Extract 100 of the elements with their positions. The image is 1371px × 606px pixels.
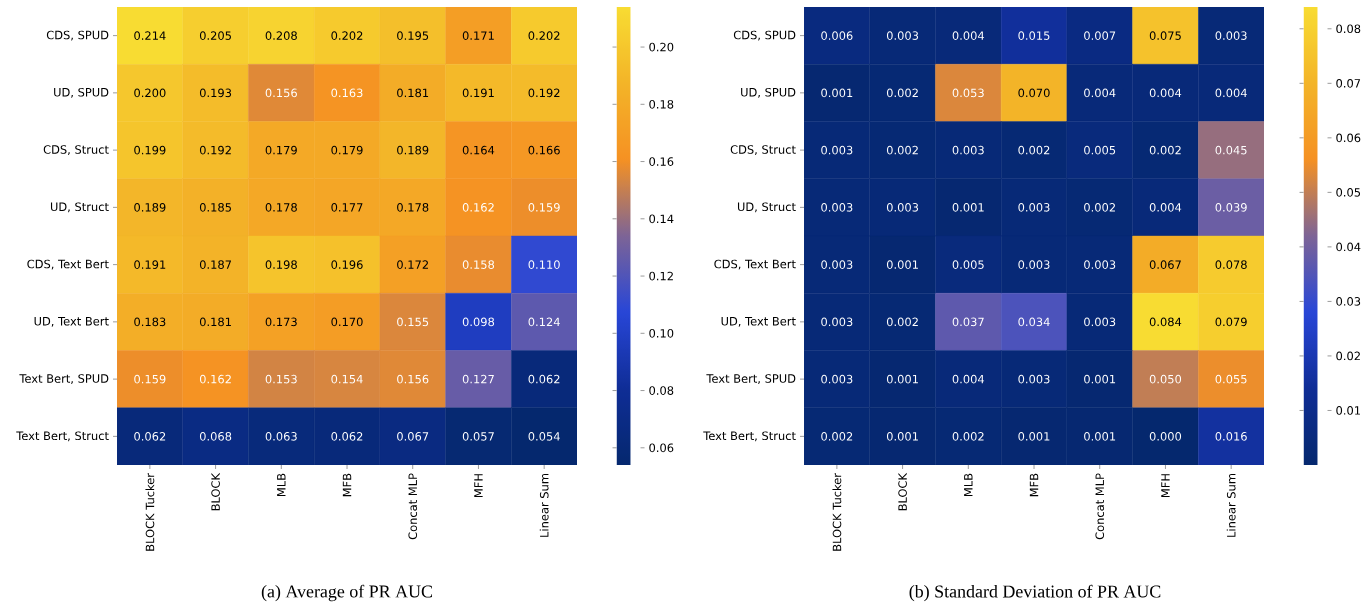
data-label: 0.172 xyxy=(397,260,428,269)
data-label: 0.002 xyxy=(821,432,853,441)
data-label: 0.067 xyxy=(1149,260,1181,269)
data-label: 0.039 xyxy=(1215,203,1247,212)
data-label: 0.055 xyxy=(1215,374,1247,384)
data-label: 0.016 xyxy=(1215,432,1247,441)
data-label: 0.003 xyxy=(886,203,919,212)
data-label: 0.003 xyxy=(821,203,853,212)
data-label: 0.070 xyxy=(1018,88,1050,98)
data-label: 0.004 xyxy=(1149,88,1182,98)
data-label: 0.001 xyxy=(952,203,984,212)
data-label: 0.178 xyxy=(397,203,429,212)
data-label: 0.001 xyxy=(1084,432,1116,441)
data-label: 0.214 xyxy=(134,31,166,40)
data-label: 0.003 xyxy=(1018,374,1050,384)
data-label: 0.164 xyxy=(462,145,495,155)
data-label: 0.173 xyxy=(265,317,297,327)
data-label: 0.005 xyxy=(952,260,984,269)
data-label: 0.003 xyxy=(1215,31,1247,40)
color-bar-label: 0.02 xyxy=(1336,351,1360,361)
data-label: 0.003 xyxy=(1018,203,1050,212)
x-tick-label: MLB xyxy=(964,473,973,497)
data-label: 0.195 xyxy=(397,31,429,40)
color-bar-label: 0.20 xyxy=(649,42,674,52)
x-tick-label: BLOCK Tucker xyxy=(145,473,155,551)
data-label: 0.001 xyxy=(886,432,918,441)
y-tick-label: UD, Text Bert xyxy=(721,317,796,327)
x-tick-label: MFH xyxy=(1161,474,1170,497)
x-tick-label: MFH xyxy=(474,474,483,497)
y-tick-label: UD, Struct xyxy=(50,202,109,213)
data-label: 0.004 xyxy=(1084,88,1116,98)
data-label: 0.156 xyxy=(397,374,429,384)
data-label: 0.200 xyxy=(134,88,166,98)
y-tick-label: CDS, Text Bert xyxy=(714,259,796,270)
data-label: 0.037 xyxy=(952,317,984,327)
y-tick-label: CDS, Text Bert xyxy=(27,259,109,270)
data-label: 0.156 xyxy=(265,88,297,98)
x-tick-label: MFB xyxy=(1029,473,1039,497)
data-label: 0.003 xyxy=(1084,260,1116,269)
data-label: 0.171 xyxy=(462,31,494,40)
color-bar-label: 0.07 xyxy=(1336,78,1361,88)
color-bar-label: 0.10 xyxy=(649,328,674,338)
data-label: 0.155 xyxy=(397,317,429,327)
color-bar-label: 0.08 xyxy=(649,386,674,395)
data-label: 0.078 xyxy=(1215,260,1247,269)
data-label: 0.002 xyxy=(886,88,918,98)
data-label: 0.001 xyxy=(1084,374,1116,384)
data-label: 0.004 xyxy=(1215,88,1247,98)
data-label: 0.084 xyxy=(1149,317,1182,327)
data-label: 0.202 xyxy=(331,31,363,40)
data-label: 0.189 xyxy=(397,145,429,155)
color-bar-label: 0.05 xyxy=(1336,188,1361,197)
x-tick-label: Concat MLP xyxy=(1095,473,1105,540)
data-label: 0.181 xyxy=(397,88,429,98)
data-label: 0.002 xyxy=(1084,203,1115,212)
data-label: 0.187 xyxy=(199,260,231,269)
data-label: 0.003 xyxy=(821,317,853,327)
x-tick-label: Linear Sum xyxy=(539,473,549,537)
data-label: 0.185 xyxy=(199,203,231,212)
data-label: 0.057 xyxy=(462,432,494,441)
data-label: 0.003 xyxy=(1018,260,1050,269)
data-label: 0.005 xyxy=(1084,145,1116,155)
data-label: 0.034 xyxy=(1018,317,1050,327)
data-label: 0.079 xyxy=(1215,317,1247,327)
data-label: 0.003 xyxy=(821,145,853,155)
x-tick-label: BLOCK xyxy=(211,472,220,511)
data-label: 0.199 xyxy=(134,145,166,155)
data-label: 0.015 xyxy=(1018,31,1050,40)
data-label: 0.001 xyxy=(821,88,853,98)
data-label: 0.050 xyxy=(1149,374,1182,384)
data-label: 0.004 xyxy=(952,31,985,40)
data-label: 0.002 xyxy=(952,432,984,441)
data-label: 0.063 xyxy=(265,432,297,441)
y-tick-label: Text Bert, SPUD xyxy=(706,374,796,385)
data-label: 0.178 xyxy=(265,203,297,212)
data-label: 0.004 xyxy=(952,374,985,384)
data-label: 0.127 xyxy=(462,374,494,384)
x-tick-label: MFB xyxy=(342,473,352,497)
data-label: 0.004 xyxy=(1149,203,1182,212)
data-label: 0.162 xyxy=(462,203,494,212)
y-tick-label: Text Bert, Struct xyxy=(703,431,796,442)
color-bar-label: 0.01 xyxy=(1336,406,1360,415)
color-bar-label: 0.14 xyxy=(649,214,674,224)
y-tick-label: CDS, SPUD xyxy=(46,30,109,41)
data-label: 0.002 xyxy=(886,145,918,155)
x-tick-label: MLB xyxy=(277,473,286,497)
data-label: 0.003 xyxy=(952,145,984,155)
data-label: 0.183 xyxy=(134,317,166,327)
data-label: 0.003 xyxy=(821,260,853,269)
data-label: 0.002 xyxy=(1018,145,1050,155)
color-bar-label: 0.04 xyxy=(1336,242,1361,252)
data-label: 0.067 xyxy=(397,432,429,441)
x-tick-label: Concat MLP xyxy=(408,473,418,540)
y-tick-label: UD, SPUD xyxy=(741,87,796,98)
data-label: 0.054 xyxy=(528,432,560,441)
data-label: 0.208 xyxy=(265,31,297,40)
data-label: 0.163 xyxy=(331,88,363,98)
data-label: 0.153 xyxy=(265,374,297,384)
y-tick-label: UD, SPUD xyxy=(54,87,109,98)
data-label: 0.198 xyxy=(265,260,297,269)
